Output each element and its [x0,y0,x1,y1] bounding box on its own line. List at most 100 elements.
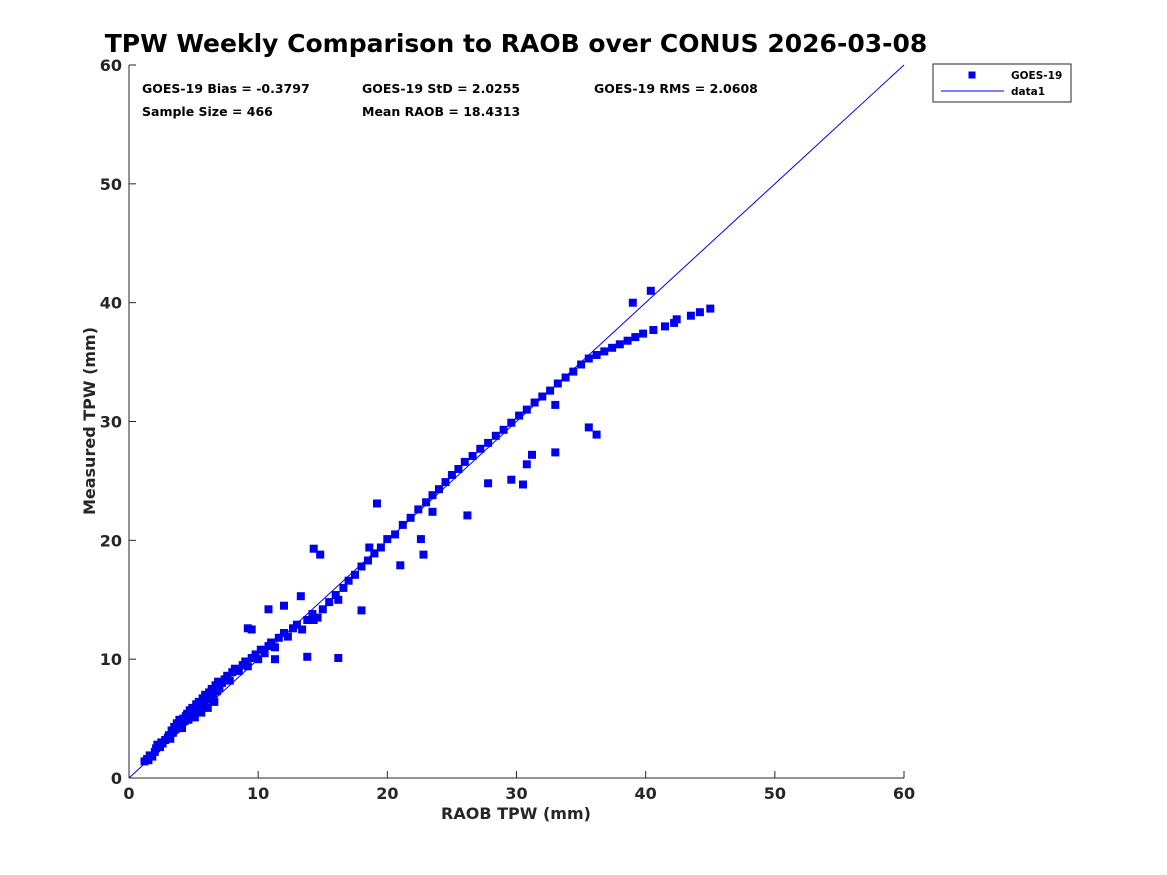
data-point [373,499,381,508]
data-point [210,697,219,706]
y-tick-label: 10 [100,650,122,669]
data-point [344,576,353,585]
data-point [376,543,385,552]
data-point [530,398,539,407]
data-point [608,343,617,352]
x-tick-label: 10 [247,784,269,803]
data-point [334,595,343,604]
data-point [416,535,425,544]
y-tick-label: 20 [100,531,122,550]
legend-label-goes-19: GOES-19 [1011,70,1062,82]
data-point [283,632,292,641]
data-point [414,505,423,514]
data-point [331,591,340,599]
x-tick-label: 40 [635,784,657,803]
y-tick-label: 60 [100,56,122,75]
data-point [672,315,681,324]
data-point [225,676,234,685]
data-point [522,405,531,414]
data-point [184,715,193,724]
data-point [203,703,212,712]
data-point [264,605,273,614]
data-point [551,448,560,457]
data-point [428,507,437,516]
data-point [391,530,400,539]
data-point [476,444,485,453]
data-point [468,452,477,460]
data-point [197,708,206,717]
data-point [370,549,379,558]
data-point [646,286,655,295]
data-point [551,400,560,409]
y-tick-label: 30 [100,413,122,432]
data-point [686,311,695,320]
data-point [339,583,348,592]
legend: GOES-19 data1 [932,63,1072,103]
data-point [351,570,359,579]
data-point [441,478,450,487]
data-point [274,633,283,642]
data-point [406,513,415,522]
data-point [577,360,586,369]
y-axis: 0 10 20 30 40 50 60 [100,56,136,788]
data-point [522,460,531,469]
data-point [267,638,276,647]
data-point [584,423,593,432]
data-point [515,411,524,420]
data-point [357,562,366,571]
y-tick-label: 0 [111,769,122,788]
data-point [507,418,516,427]
data-point [631,333,640,342]
data-point [166,734,175,743]
legend-marker-goes-19 [968,71,976,79]
data-point [334,654,343,662]
data-point [298,625,307,634]
data-point [460,457,469,466]
data-point [661,322,669,331]
data-point [507,475,516,484]
data-point [383,535,392,544]
data-point [241,657,250,666]
legend-label-data1: data1 [1011,86,1045,98]
data-point [428,491,437,500]
data-point [519,480,527,489]
data-point [623,336,632,345]
data-point [569,367,578,376]
data-point [484,438,493,447]
series-line-data1 [128,64,905,779]
data-point [357,606,366,615]
x-axis-label: RAOB TPW (mm) [441,804,591,823]
data-point [396,561,405,570]
data-point [271,655,279,664]
data-point [600,347,609,356]
data-point [364,556,372,565]
data-point [365,543,374,552]
x-tick-label: 0 [123,784,134,803]
data-point [561,373,570,382]
x-tick-label: 50 [764,784,786,803]
data-point [178,724,186,733]
data-point [309,544,318,553]
x-tick-label: 60 [893,784,915,803]
data-point [292,620,301,629]
data-point [318,605,327,614]
data-point [271,643,279,652]
y-tick-label: 50 [100,175,122,194]
data-point [308,610,317,618]
stat-mean-raob: Mean RAOB = 18.4313 [362,104,520,119]
data-point [419,550,428,559]
stats-annotations: GOES-19 Bias = -0.3797 GOES-19 StD = 2.0… [142,81,758,119]
data-point [706,304,715,313]
data-point [649,326,658,334]
data-point [499,425,508,434]
y-ticks: 0 10 20 30 40 50 60 [100,56,136,788]
x-tick-label: 30 [505,784,527,803]
data-point [639,329,648,338]
data-point [484,479,493,488]
stat-bias: GOES-19 Bias = -0.3797 [142,81,310,96]
legend-box [932,63,1072,103]
data-point [243,662,252,671]
y-axis-label: Measured TPW (mm) [80,327,99,515]
data-point [584,354,593,363]
